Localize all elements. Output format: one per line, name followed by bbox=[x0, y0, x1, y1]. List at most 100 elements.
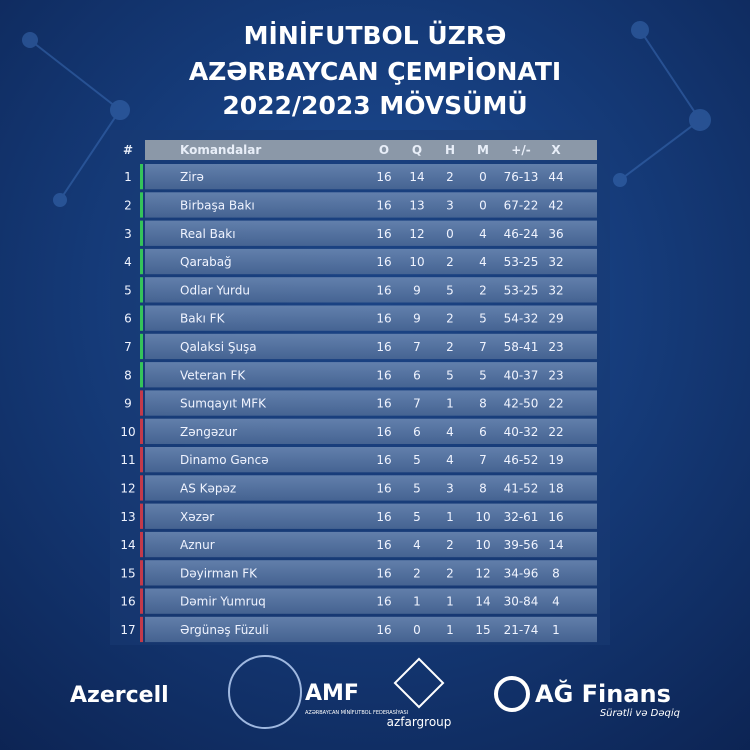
cell: Real Bakı bbox=[180, 227, 236, 241]
cell: 6 bbox=[124, 312, 132, 326]
cell: 32 bbox=[548, 255, 563, 269]
row-bg bbox=[145, 333, 597, 360]
cell: 2 bbox=[479, 283, 487, 297]
cell: 16 bbox=[120, 595, 135, 609]
cell: 4 bbox=[479, 227, 487, 241]
cell: 23 bbox=[548, 368, 563, 382]
cell: 4 bbox=[446, 453, 454, 467]
cell: 2 bbox=[446, 566, 454, 580]
zone-stripe bbox=[140, 192, 143, 218]
cell: 2 bbox=[446, 170, 454, 184]
cell: Dəmir Yumruq bbox=[180, 595, 266, 609]
cell: Zəngəzur bbox=[180, 425, 237, 439]
cell: Dəyirman FK bbox=[180, 566, 258, 580]
amf-subtitle: AZƏRBAYCAN MİNİFUTBOL FEDERASİYASI bbox=[305, 709, 408, 716]
cell: Xəzər bbox=[180, 510, 214, 524]
cell: 8 bbox=[124, 368, 132, 382]
cell: 5 bbox=[413, 481, 421, 495]
cell: 4 bbox=[552, 595, 560, 609]
cell: Sumqayıt MFK bbox=[180, 397, 267, 411]
azercell-logo: Azercell bbox=[70, 683, 169, 708]
cell: 6 bbox=[479, 425, 487, 439]
row-bg bbox=[145, 277, 597, 303]
cell: 14 bbox=[548, 538, 563, 552]
row-bg bbox=[145, 447, 597, 473]
zone-stripe bbox=[140, 164, 143, 190]
header-cell: H bbox=[445, 143, 455, 157]
row-bg bbox=[145, 390, 597, 416]
cell: 16 bbox=[548, 510, 563, 524]
cell: 30-84 bbox=[504, 595, 539, 609]
cell: 7 bbox=[479, 340, 487, 354]
cell: 5 bbox=[479, 312, 487, 326]
cell: 2 bbox=[446, 312, 454, 326]
header-cell: O bbox=[379, 143, 389, 157]
zone-stripe bbox=[140, 248, 143, 275]
zone-stripe bbox=[140, 616, 143, 643]
network-decor bbox=[22, 21, 711, 207]
cell: 53-25 bbox=[504, 255, 539, 269]
cell: 16 bbox=[376, 340, 391, 354]
cell: 16 bbox=[376, 368, 391, 382]
cell: 16 bbox=[376, 623, 391, 637]
cell: 0 bbox=[479, 198, 487, 212]
cell: 14 bbox=[120, 538, 135, 552]
cell: 36 bbox=[548, 227, 563, 241]
cell: 5 bbox=[124, 283, 132, 297]
cell: 67-22 bbox=[504, 198, 539, 212]
zone-stripe bbox=[140, 503, 143, 529]
cell: 16 bbox=[376, 227, 391, 241]
cell: 16 bbox=[376, 595, 391, 609]
cell: 5 bbox=[446, 368, 454, 382]
zone-stripe bbox=[140, 475, 143, 501]
zone-stripe bbox=[140, 277, 143, 303]
azfar-logo: azfargroup bbox=[387, 715, 452, 729]
zone-stripe bbox=[140, 305, 143, 331]
cell: Dinamo Gəncə bbox=[180, 453, 269, 467]
sponsor-logos: Azercell AMF AZƏRBAYCAN MİNİFUTBOL FEDER… bbox=[70, 655, 680, 729]
cell: 39-56 bbox=[504, 538, 539, 552]
row-bg bbox=[145, 305, 597, 331]
header-cell: +/- bbox=[511, 143, 530, 157]
cell: 2 bbox=[413, 566, 421, 580]
row-bg bbox=[145, 164, 597, 190]
cell: 34-96 bbox=[504, 566, 539, 580]
cell: 41-52 bbox=[504, 481, 539, 495]
cell: 7 bbox=[413, 340, 421, 354]
cell: 16 bbox=[376, 397, 391, 411]
cell: 8 bbox=[479, 397, 487, 411]
cell: 2 bbox=[446, 340, 454, 354]
row-bg bbox=[145, 616, 597, 643]
row-bg bbox=[145, 362, 597, 388]
cell: 15 bbox=[475, 623, 490, 637]
cell: 16 bbox=[376, 170, 391, 184]
amf-emblem bbox=[228, 655, 302, 729]
row-bg bbox=[145, 248, 597, 275]
cell: 5 bbox=[446, 283, 454, 297]
cell: 8 bbox=[479, 481, 487, 495]
cell: 22 bbox=[548, 425, 563, 439]
row-bg bbox=[145, 588, 597, 614]
cell: 16 bbox=[376, 198, 391, 212]
cell: 40-32 bbox=[504, 425, 539, 439]
header-cell: Komandalar bbox=[180, 143, 261, 157]
header-bar bbox=[145, 140, 597, 160]
cell: 12 bbox=[120, 481, 135, 495]
cell: 40-37 bbox=[504, 368, 539, 382]
cell: 16 bbox=[376, 566, 391, 580]
row-bg bbox=[145, 192, 597, 218]
cell: Zirə bbox=[180, 170, 204, 184]
cell: 11 bbox=[120, 453, 135, 467]
cell: 16 bbox=[376, 453, 391, 467]
zone-stripe bbox=[140, 531, 143, 558]
cell: 0 bbox=[413, 623, 421, 637]
cell: 1 bbox=[446, 595, 454, 609]
zone-stripe bbox=[140, 390, 143, 416]
cell: 1 bbox=[446, 623, 454, 637]
zone-stripe bbox=[140, 362, 143, 388]
cell: Bakı FK bbox=[180, 312, 226, 326]
header-cell: X bbox=[551, 143, 561, 157]
zone-stripe bbox=[140, 220, 143, 246]
agfinans-slogan: Sürətli və Dəqiq bbox=[600, 708, 680, 719]
cell: Ərgünəş Füzuli bbox=[180, 623, 269, 637]
